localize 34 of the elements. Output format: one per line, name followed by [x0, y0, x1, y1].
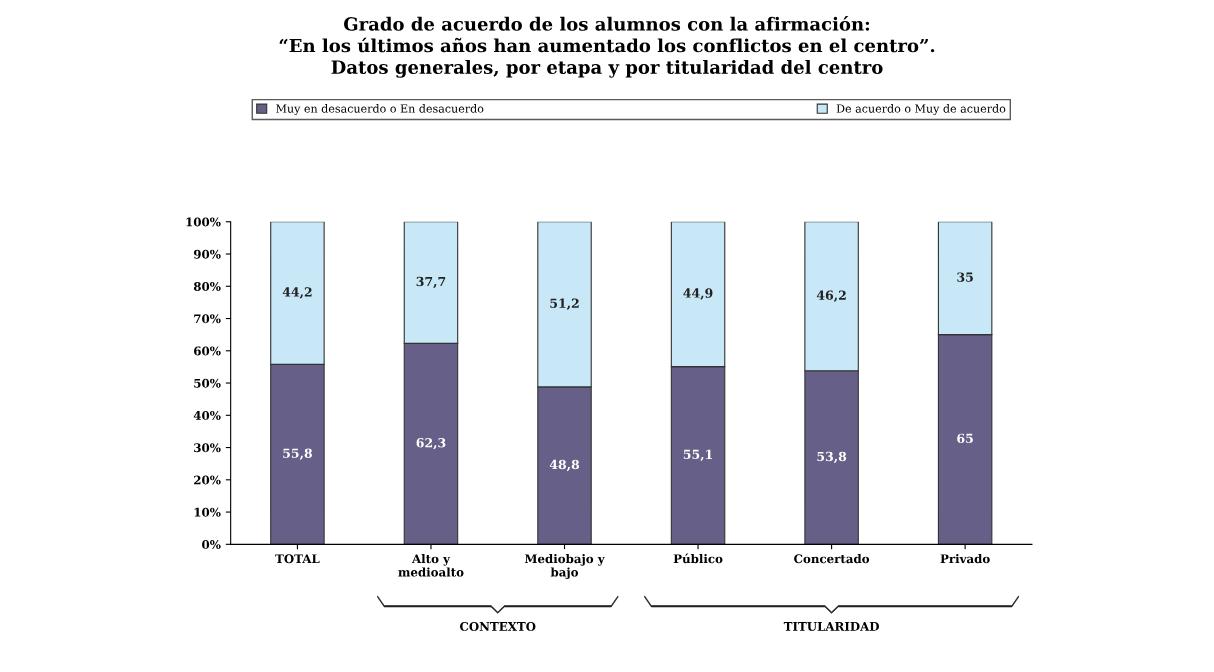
data-label: 55,8 [283, 448, 312, 460]
data-label: 48,8 [549, 459, 580, 472]
data-label: 35 [957, 272, 973, 282]
text: CONTEXTO [459, 621, 536, 631]
x-tick-label: Alto y medioalto [398, 554, 464, 577]
x-tick-label: Público [673, 553, 723, 564]
y-tick-label: 40% [193, 411, 221, 420]
data-label: 46,2 [816, 290, 846, 302]
y-tick-label: 90% [193, 249, 221, 259]
y-tick-label: 60% [194, 346, 221, 356]
y-tick-label: 80% [193, 282, 221, 291]
x-tick-label: Concertado [794, 554, 870, 564]
x-tick-label: TOTAL [275, 554, 320, 564]
data-label: 44,2 [282, 287, 312, 299]
data-label: 55,1 [683, 449, 713, 461]
y-tick-label: 70% [194, 314, 221, 324]
chart-title: Grado de acuerdo de los alumnos con la afirmación: “En los últimos años han aumentado los conflictos en el centro”. Datos generales, por etapa y por titularidad del centro [279, 16, 935, 78]
y-tick-label: 30% [194, 443, 221, 453]
data-label: 44,9 [683, 288, 713, 300]
x-tick-label: Privado [940, 554, 990, 564]
text: TITULARIDAD [783, 622, 879, 631]
data-label: 37,7 [416, 276, 446, 289]
data-label: 65 [957, 433, 973, 444]
y-tick-label: 20% [194, 475, 221, 485]
data-label: 62,3 [416, 438, 446, 450]
y-tick-label: 10% [194, 507, 221, 517]
y-tick-label: 50% [194, 378, 221, 388]
y-tick-label: 0% [202, 540, 221, 549]
x-tick-label: Mediobajo y bajo [524, 554, 605, 580]
legend-label: Muy en desacuerdo o En desacuerdo [276, 104, 484, 115]
legend-label: De acuerdo o Muy de acuerdo [836, 104, 1006, 115]
y-tick-label: 100% [186, 217, 221, 227]
data-label: 53,8 [817, 451, 847, 464]
data-label: 51,2 [550, 298, 579, 310]
